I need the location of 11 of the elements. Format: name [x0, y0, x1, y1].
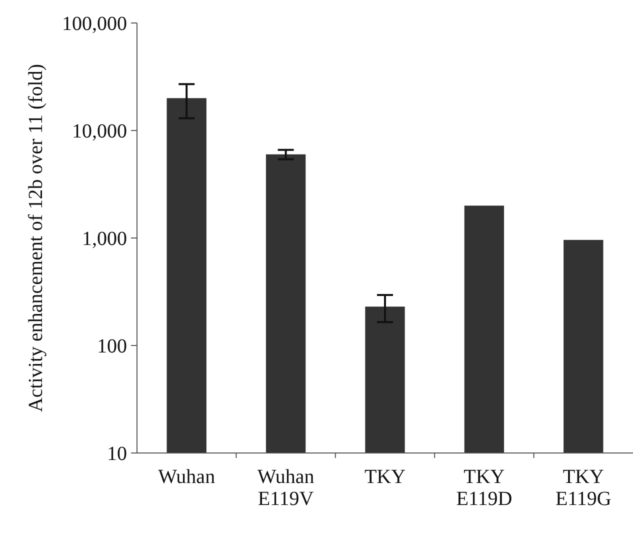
y-tick-label: 1,000 [82, 228, 127, 250]
y-tick-label: 10 [107, 443, 127, 465]
x-tick-label: TKY E119D [456, 466, 512, 510]
x-tick-label: Wuhan E119V [257, 466, 314, 510]
y-tick-label: 10,000 [72, 120, 127, 142]
y-axis-title: Activity enhancement of 12b over 11 (fold) [25, 64, 47, 412]
x-tick-label: Wuhan [158, 466, 216, 488]
y-tick-label: 100 [97, 336, 127, 358]
y-tick-label: 100,000 [62, 13, 127, 35]
x-tick-label: TKY [364, 466, 406, 488]
x-tick-label: TKY E119G [555, 466, 612, 510]
